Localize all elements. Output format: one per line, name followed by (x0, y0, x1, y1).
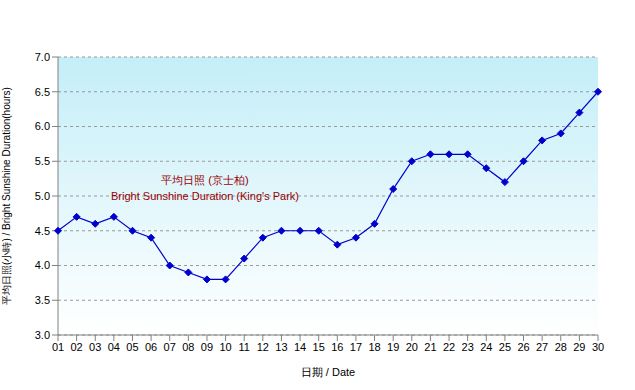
svg-text:25: 25 (499, 341, 511, 353)
svg-text:15: 15 (313, 341, 325, 353)
svg-text:01: 01 (52, 341, 64, 353)
html-text:Bright Sunshine Duration (King: Bright Sunshine Duration (King's Park) (111, 190, 299, 202)
svg-text:21: 21 (424, 341, 436, 353)
svg-text:5.5: 5.5 (35, 155, 50, 167)
svg-text:17: 17 (350, 341, 362, 353)
svg-text:24: 24 (480, 341, 492, 353)
svg-text:22: 22 (443, 341, 455, 353)
svg-text:18: 18 (368, 341, 380, 353)
svg-text:29: 29 (573, 341, 585, 353)
svg-text:4.5: 4.5 (35, 225, 50, 237)
svg-text:26: 26 (517, 341, 529, 353)
svg-text:23: 23 (462, 341, 474, 353)
html-text:平均日照 (京士柏): 平均日照 (京士柏) (161, 174, 249, 186)
svg-text:3.5: 3.5 (35, 294, 50, 306)
svg-text:06: 06 (145, 341, 157, 353)
svg-text:6.5: 6.5 (35, 86, 50, 98)
svg-text:20: 20 (406, 341, 418, 353)
svg-text:16: 16 (331, 341, 343, 353)
svg-text:19: 19 (387, 341, 399, 353)
svg-text:04: 04 (108, 341, 120, 353)
svg-text:6.0: 6.0 (35, 120, 50, 132)
svg-text:3.0: 3.0 (35, 329, 50, 341)
svg-text:07: 07 (164, 341, 176, 353)
svg-text:05: 05 (126, 341, 138, 353)
svg-text:5.0: 5.0 (35, 190, 50, 202)
svg-text:10: 10 (219, 341, 231, 353)
svg-text:7.0: 7.0 (35, 51, 50, 63)
svg-text:日期 / Date: 日期 / Date (301, 366, 355, 378)
svg-text:11: 11 (238, 341, 249, 353)
svg-text:30: 30 (592, 341, 604, 353)
svg-text:03: 03 (89, 341, 101, 353)
svg-text:28: 28 (555, 341, 567, 353)
svg-text:02: 02 (70, 341, 82, 353)
svg-text:09: 09 (201, 341, 213, 353)
svg-text:12: 12 (257, 341, 269, 353)
svg-text:14: 14 (294, 341, 306, 353)
svg-text:13: 13 (275, 341, 287, 353)
svg-text:4.0: 4.0 (35, 259, 50, 271)
svg-text:08: 08 (182, 341, 194, 353)
svg-text:27: 27 (536, 341, 548, 353)
svg-text:平均日照(小時) / Bright Sunshine Dur: 平均日照(小時) / Bright Sunshine Duration(hour… (8, 87, 12, 305)
